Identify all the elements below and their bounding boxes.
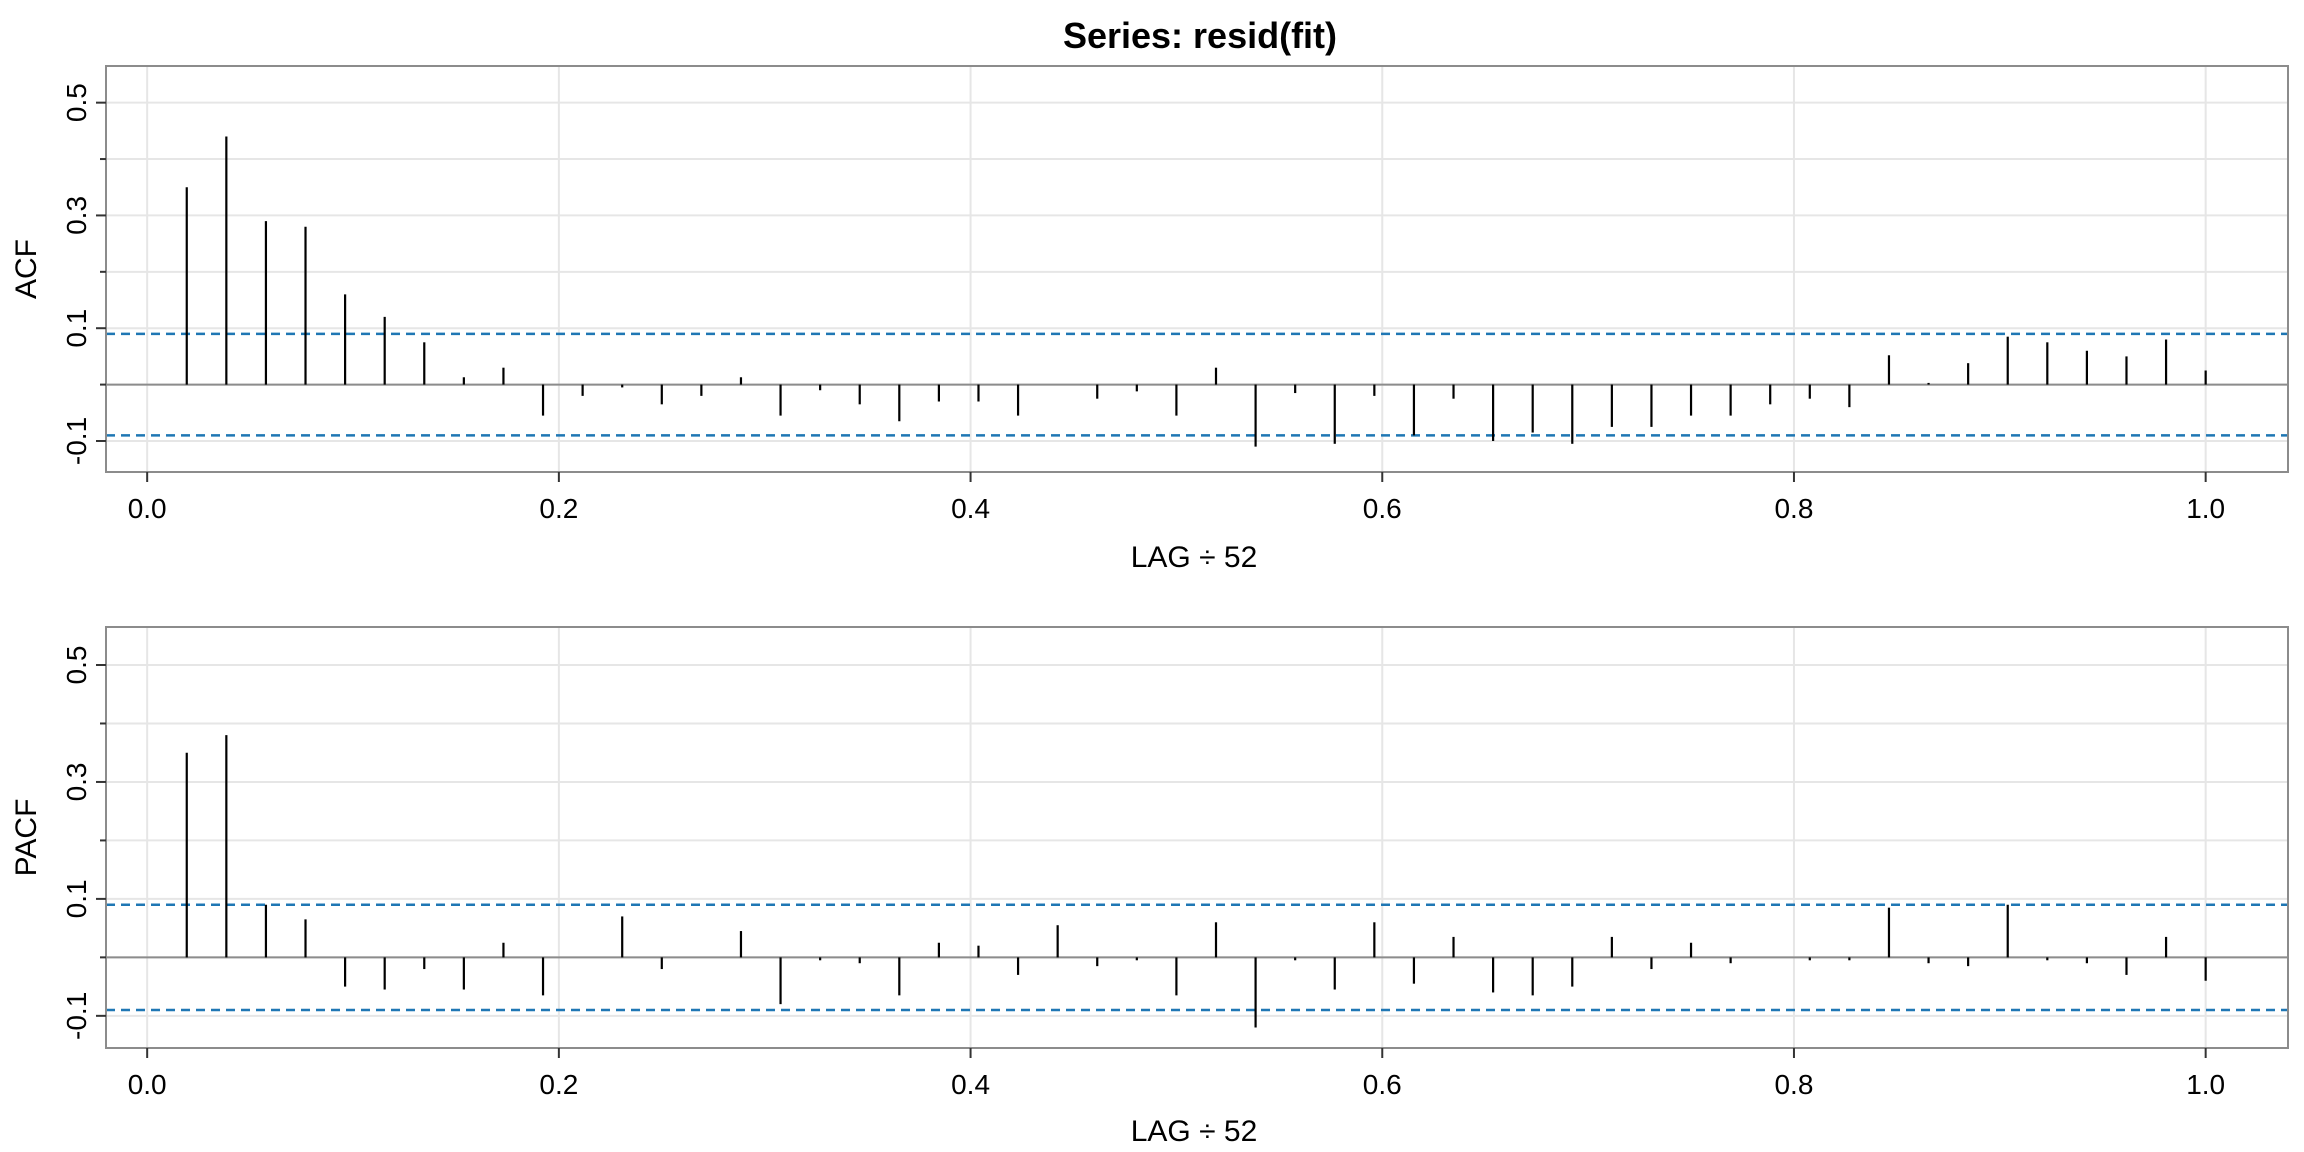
acf-y-tick-label: 0.5 — [61, 83, 92, 122]
pacf-x-axis-label: LAG ÷ 52 — [1131, 1115, 1258, 1148]
pacf-x-tick-label: 0.0 — [128, 1069, 167, 1100]
acf-y-axis-label: ACF — [10, 239, 43, 299]
acf-y-tick-label: 0.3 — [61, 196, 92, 235]
pacf-bars — [185, 735, 2207, 1028]
acf-x-tick-label: 0.6 — [1363, 493, 1402, 524]
pacf-frame — [105, 626, 2289, 1049]
pacf-plot-area — [106, 627, 2288, 1048]
acf-x-tick-label: 1.0 — [2186, 493, 2225, 524]
pacf-panel: 0.0 0.2 0.4 0.6 0.8 1.0 -0.1 0.1 0.3 0.5 LAG ÷ 52 P… — [10, 626, 2289, 1148]
pacf-x-tick-label: 0.8 — [1774, 1069, 1813, 1100]
acf-x-axis-label: LAG ÷ 52 — [1131, 541, 1258, 574]
pacf-y-tick-label: 0.1 — [61, 879, 92, 918]
acf-x-tick-label: 0.4 — [951, 493, 990, 524]
acf-plot-area — [106, 66, 2288, 472]
pacf-y-tick-label: 0.5 — [61, 646, 92, 685]
pacf-y-axis-label: PACF — [10, 799, 43, 877]
acf-frame — [105, 65, 2289, 473]
pacf-x-tick-label: 0.6 — [1363, 1069, 1402, 1100]
pacf-grid — [106, 627, 2288, 1048]
acf-x-tick-label: 0.0 — [128, 493, 167, 524]
pacf-x-tick-label: 0.4 — [951, 1069, 990, 1100]
pacf-x-tick-label: 0.2 — [539, 1069, 578, 1100]
acf-bars — [185, 136, 2207, 447]
chart-title: Series: resid(fit) — [1063, 15, 1337, 56]
acf-x-tick-label: 0.8 — [1774, 493, 1813, 524]
pacf-x-tick-label: 1.0 — [2186, 1069, 2225, 1100]
acf-panel: 0.0 0.2 0.4 0.6 0.8 1.0 -0.1 0.1 0.3 0.5 LAG ÷ 52 A… — [10, 65, 2289, 574]
acf-x-tick-label: 0.2 — [539, 493, 578, 524]
pacf-y-tick-label: -0.1 — [61, 992, 92, 1040]
acf-y-tick-label: 0.1 — [61, 309, 92, 348]
acf-y-tick-label: -0.1 — [61, 417, 92, 465]
pacf-y-tick-label: 0.3 — [61, 762, 92, 801]
